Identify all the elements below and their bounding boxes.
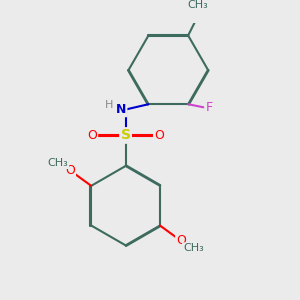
Text: S: S — [121, 128, 130, 142]
Text: O: O — [87, 129, 97, 142]
Text: O: O — [176, 234, 186, 247]
Text: CH₃: CH₃ — [183, 243, 204, 254]
Text: O: O — [154, 129, 164, 142]
Text: CH₃: CH₃ — [187, 0, 208, 10]
Text: N: N — [116, 103, 126, 116]
Text: H: H — [105, 100, 113, 110]
Text: F: F — [206, 101, 213, 114]
Text: CH₃: CH₃ — [47, 158, 68, 168]
Text: O: O — [65, 164, 75, 177]
